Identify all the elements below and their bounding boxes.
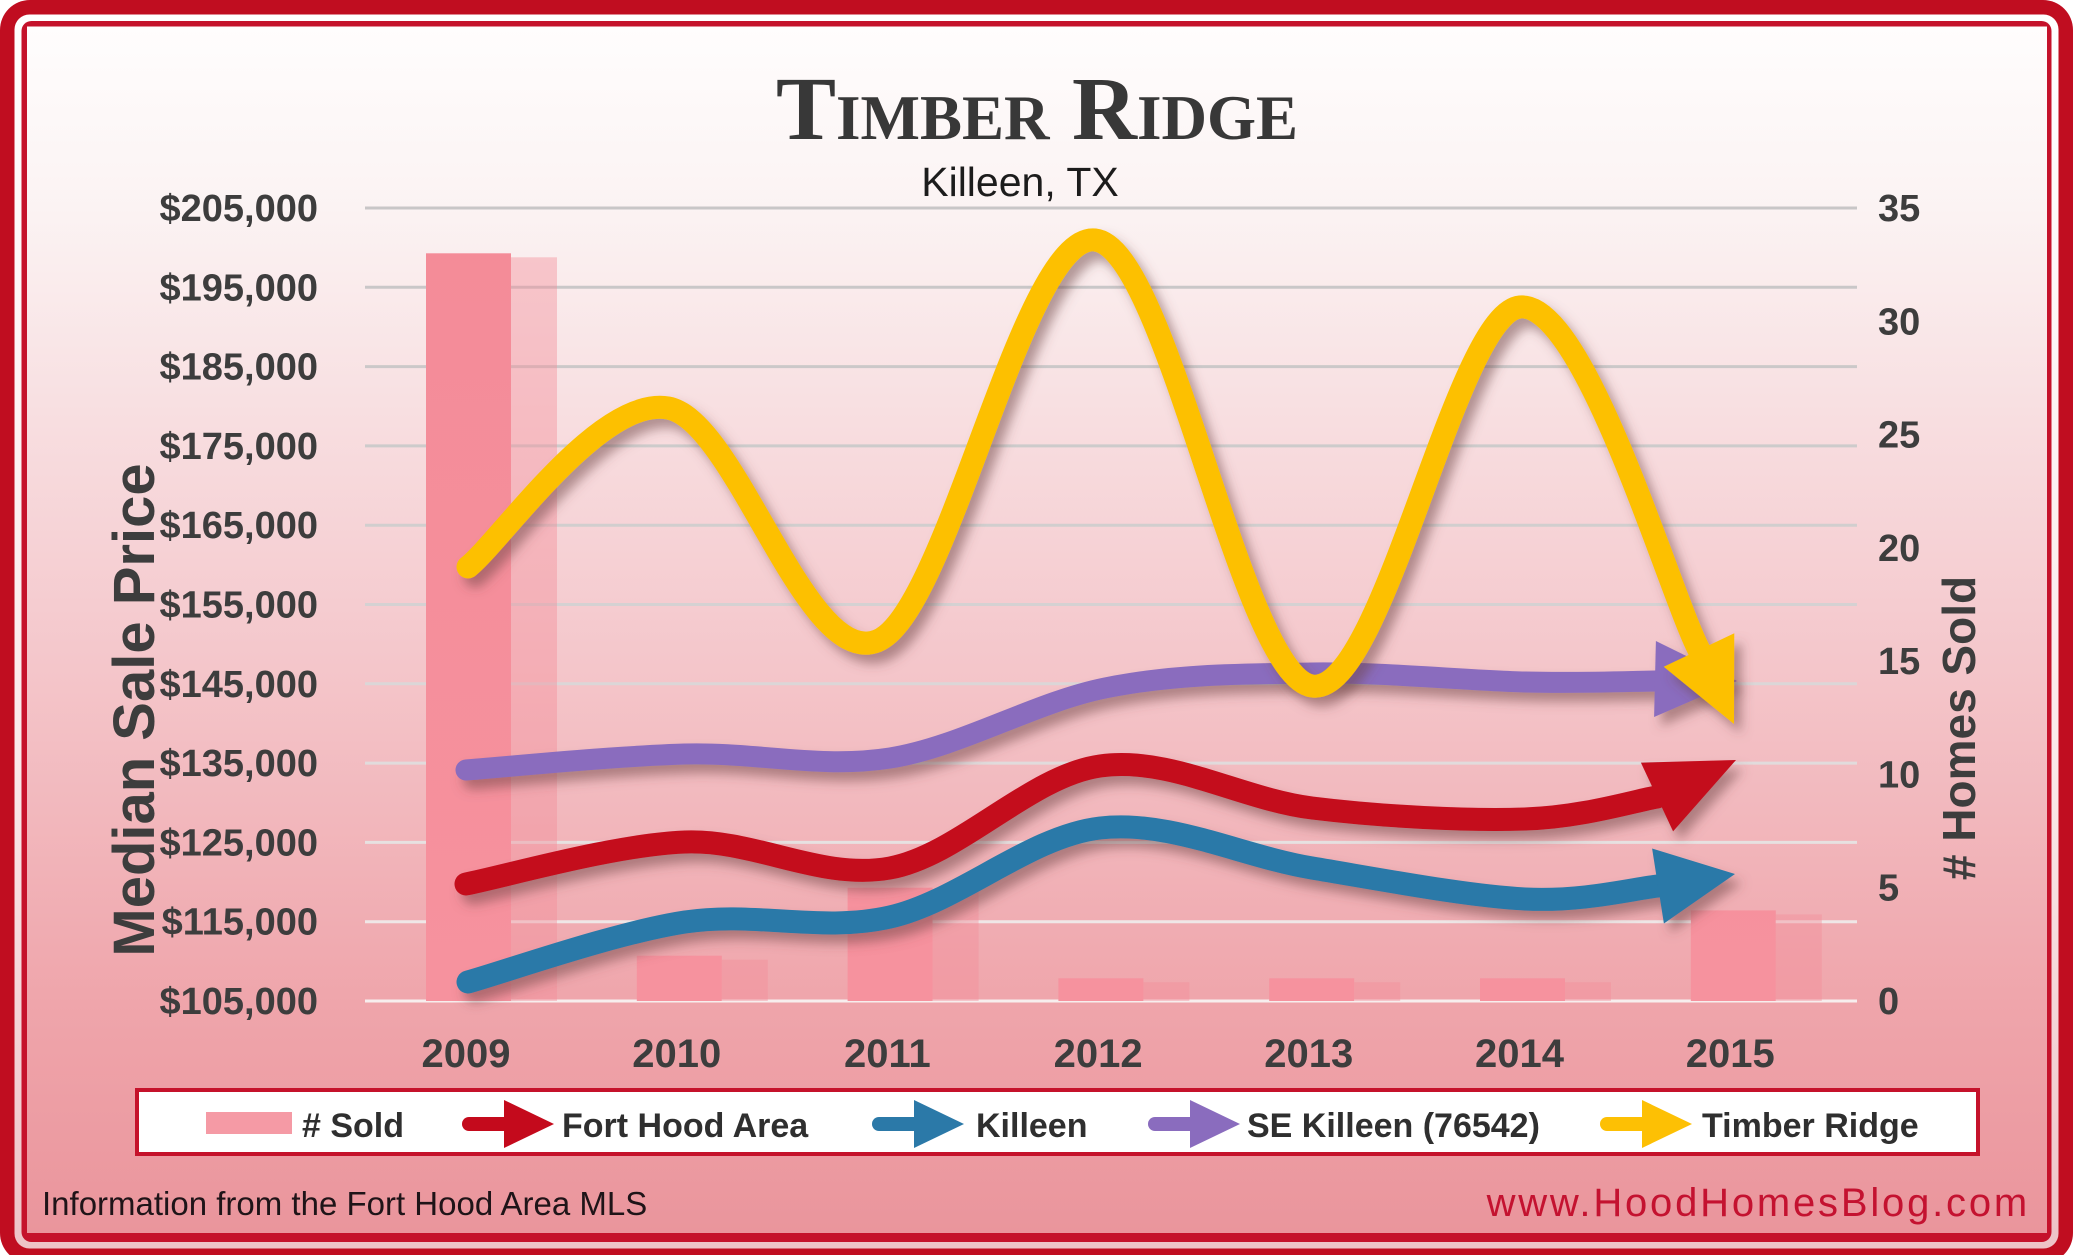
svg-text:2010: 2010 — [632, 1032, 721, 1076]
svg-text:Timber Ridge: Timber Ridge — [1702, 1107, 1919, 1145]
svg-text:$115,000: $115,000 — [162, 902, 318, 944]
svg-text:$155,000: $155,000 — [160, 585, 319, 627]
svg-text:2012: 2012 — [1054, 1032, 1143, 1076]
svg-text:Information from the Fort Hood: Information from the Fort Hood Area MLS — [42, 1185, 647, 1222]
svg-text:2011: 2011 — [844, 1032, 931, 1076]
svg-text:2014: 2014 — [1475, 1032, 1565, 1076]
svg-text:$205,000: $205,000 — [160, 188, 319, 230]
svg-text:$105,000: $105,000 — [160, 981, 319, 1023]
svg-text:2009: 2009 — [422, 1032, 511, 1076]
svg-text:Median Sale Price: Median Sale Price — [102, 463, 167, 956]
svg-text:35: 35 — [1878, 188, 1920, 230]
svg-text:10: 10 — [1878, 754, 1920, 796]
svg-text:Killeen: Killeen — [976, 1107, 1087, 1145]
svg-text:0: 0 — [1878, 981, 1899, 1023]
svg-text:$135,000: $135,000 — [160, 743, 319, 785]
svg-text:$175,000: $175,000 — [160, 426, 319, 468]
svg-text:Killeen, TX: Killeen, TX — [921, 159, 1119, 205]
svg-text:SE Killeen (76542): SE Killeen (76542) — [1247, 1107, 1540, 1145]
svg-text:20: 20 — [1878, 528, 1920, 570]
svg-text:5: 5 — [1878, 868, 1899, 910]
svg-text:www.HoodHomesBlog.com: www.HoodHomesBlog.com — [1486, 1181, 2030, 1225]
svg-text:Fort Hood Area: Fort Hood Area — [562, 1107, 809, 1145]
svg-text:30: 30 — [1878, 301, 1920, 343]
svg-text:2015: 2015 — [1686, 1032, 1775, 1076]
svg-text:$145,000: $145,000 — [160, 664, 319, 706]
svg-text:15: 15 — [1878, 641, 1920, 683]
svg-text:# Homes Sold: # Homes Sold — [1933, 576, 1985, 880]
svg-text:25: 25 — [1878, 415, 1920, 457]
svg-text:$185,000: $185,000 — [160, 347, 319, 389]
svg-text:# Sold: # Sold — [302, 1107, 404, 1145]
svg-text:$165,000: $165,000 — [160, 505, 319, 547]
svg-text:$125,000: $125,000 — [160, 822, 319, 864]
svg-text:$195,000: $195,000 — [160, 267, 319, 309]
svg-text:2013: 2013 — [1264, 1032, 1353, 1076]
svg-text:TIMBER RIDGE: TIMBER RIDGE — [776, 60, 1298, 159]
